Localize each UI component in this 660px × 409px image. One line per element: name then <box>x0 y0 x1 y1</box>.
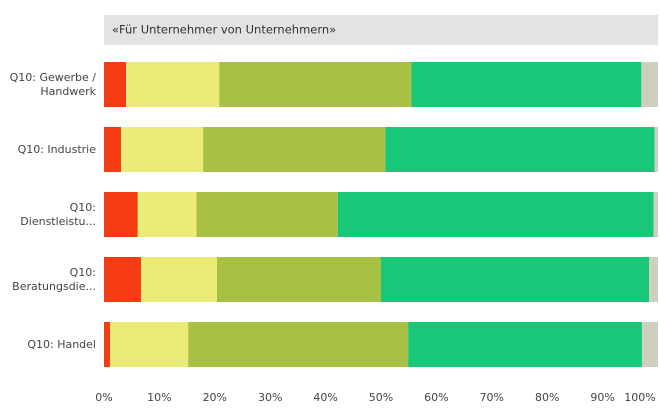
bar-segment <box>653 192 658 237</box>
y-tick-label: Q10: Gewerbe / Handwerk <box>2 62 96 107</box>
bar-segment <box>411 62 642 107</box>
y-tick-label: Q10: Handel <box>2 322 96 367</box>
bar-segment <box>188 322 409 367</box>
x-tick-label: 0% <box>95 391 112 404</box>
bar-segment <box>126 62 220 107</box>
x-tick-label: 10% <box>147 391 171 404</box>
header-band <box>104 15 658 45</box>
x-tick-label: 30% <box>258 391 282 404</box>
x-tick-label: 90% <box>590 391 614 404</box>
bar-segment <box>104 62 127 107</box>
y-tick-label: Q10: Beratungsdie... <box>2 257 96 302</box>
y-tick-label: Q10: Industrie <box>2 127 96 172</box>
category-text: Q10: Dienstleistu... <box>20 200 96 228</box>
bar-segment <box>104 192 138 237</box>
x-tick-label: 40% <box>313 391 337 404</box>
category-text: Q10: Handel <box>27 337 96 351</box>
bar-segment <box>137 192 197 237</box>
bar-segment <box>104 127 122 172</box>
bar-segment <box>641 322 658 367</box>
bar-segment <box>641 62 658 107</box>
chart-title: «Für Unternehmer von Unternehmern» <box>112 23 336 37</box>
x-tick-label: 100% <box>624 391 655 404</box>
category-text: Q10: Gewerbe / Handwerk <box>9 70 96 98</box>
bar-segment <box>104 257 142 302</box>
x-tick-label: 20% <box>203 391 227 404</box>
x-tick-label: 80% <box>535 391 559 404</box>
bar-segment <box>141 257 218 302</box>
bar-segment <box>654 127 658 172</box>
bar-segment <box>110 322 189 367</box>
bar-segment <box>337 192 654 237</box>
x-tick-label: 60% <box>424 391 448 404</box>
x-tick-label: 50% <box>369 391 393 404</box>
bar-segment <box>219 62 412 107</box>
bar-segment <box>104 322 111 367</box>
bar-segment <box>408 322 642 367</box>
bar-segment <box>196 192 338 237</box>
y-tick-label: Q10: Dienstleistu... <box>2 192 96 237</box>
x-tick-label: 70% <box>480 391 504 404</box>
bar-segment <box>381 257 650 302</box>
bar-segment <box>385 127 655 172</box>
bar-segment <box>217 257 381 302</box>
bar-segment <box>649 257 658 302</box>
bar-segment <box>203 127 386 172</box>
category-text: Q10: Industrie <box>17 142 96 156</box>
category-text: Q10: Beratungsdie... <box>12 265 96 293</box>
bar-segment <box>121 127 204 172</box>
